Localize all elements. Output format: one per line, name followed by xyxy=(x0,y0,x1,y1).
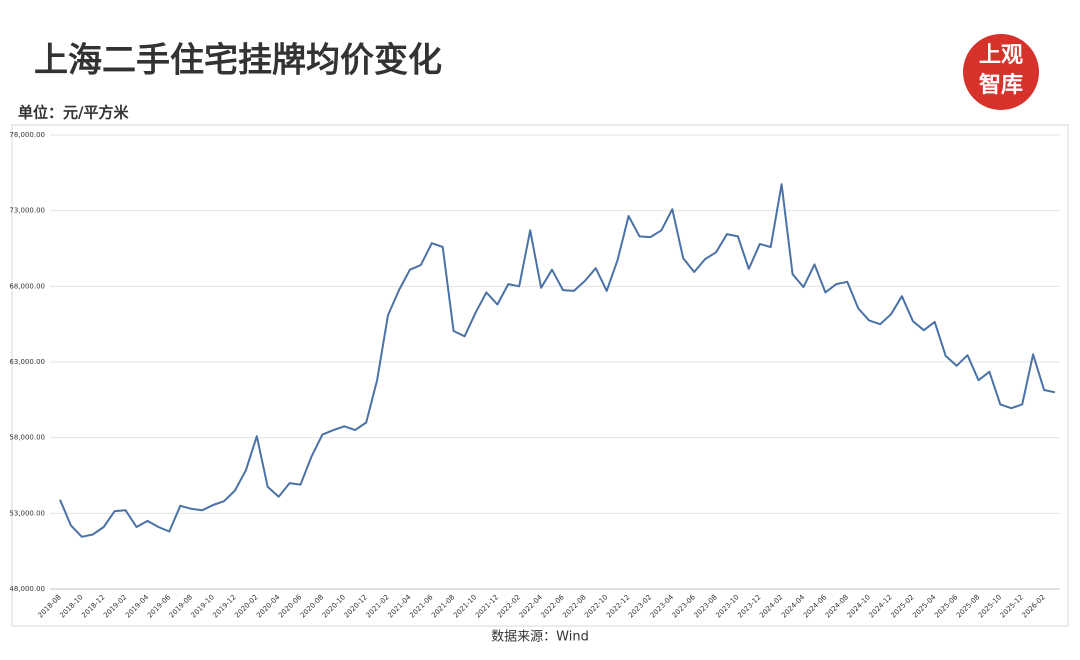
line xyxy=(59,183,1056,538)
logo xyxy=(963,34,1039,110)
chart-title: 上海二手住宅挂牌均价变化 xyxy=(34,41,442,81)
x-tick-label: 2026-02 xyxy=(1021,593,1047,619)
unit-label: 单位：元/平方米 xyxy=(18,104,129,122)
y-tick-label: 48,000.00 xyxy=(9,585,45,593)
y-tick-label: 73,000.00 xyxy=(9,207,45,215)
y-tick-label: 68,000.00 xyxy=(9,282,45,290)
source: 数据来源：Wind xyxy=(491,630,589,645)
y-tick-label: 78,000.00 xyxy=(9,131,45,139)
logo-text: 上观 xyxy=(979,43,1023,68)
y-tick-label: 63,000.00 xyxy=(9,358,45,366)
logo-text: 智库 xyxy=(979,72,1023,98)
y-tick-label: 53,000.00 xyxy=(9,509,45,517)
y-tick-label: 58,000.00 xyxy=(9,434,45,442)
plot-frame xyxy=(11,124,1069,627)
